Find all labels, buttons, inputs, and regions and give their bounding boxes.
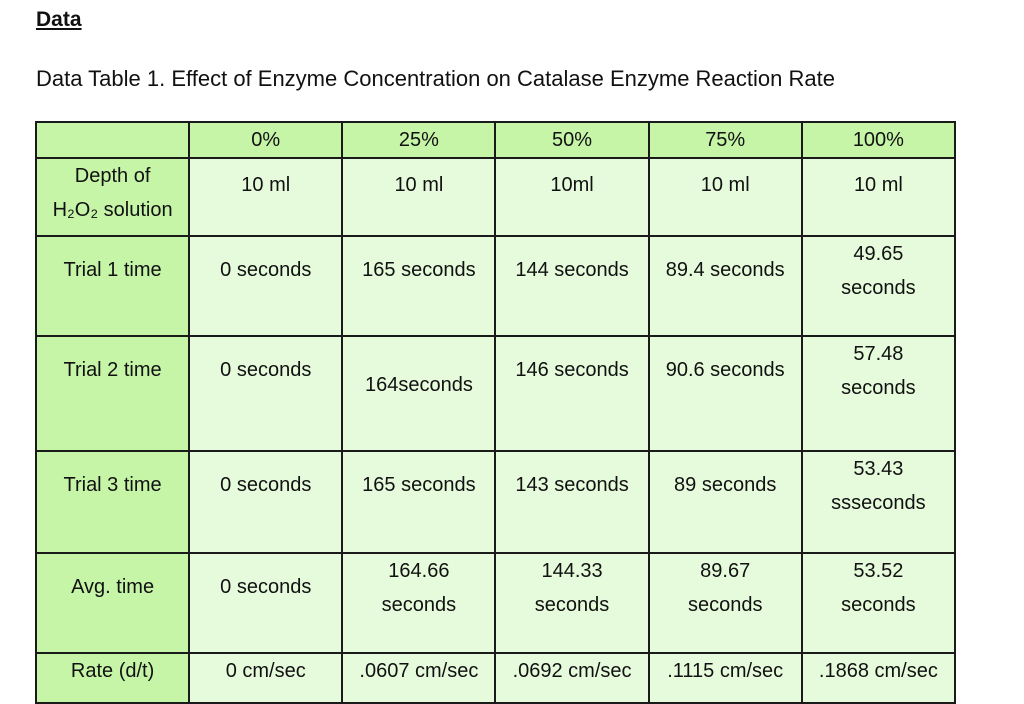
cell-text: seconds bbox=[687, 594, 763, 616]
cell-text: .1115 cm/sec bbox=[667, 660, 784, 682]
table-row: Avg. time 0 seconds 164.66 seconds 144.33 sec… bbox=[34, 552, 957, 654]
cell-text: 89.67 bbox=[700, 560, 751, 582]
cell-text: H₂O₂ solution bbox=[52, 199, 173, 221]
column-header: 75% bbox=[647, 121, 803, 159]
table-cell: 10 ml bbox=[188, 157, 344, 237]
cell-text: 10 ml bbox=[394, 174, 444, 196]
cell-text: 10 ml bbox=[853, 174, 903, 196]
row-label: Rate (d/t) bbox=[34, 652, 191, 704]
cell-text: 146 seconds bbox=[515, 359, 629, 381]
cell-text: 90.6 seconds bbox=[665, 359, 785, 381]
cell-text: 144 seconds bbox=[515, 259, 629, 281]
header-row: 0% 25% 50% 75% 100% bbox=[34, 121, 957, 159]
cell-text: Trial 1 time bbox=[63, 259, 162, 281]
table-cell: 53.52 seconds bbox=[800, 552, 957, 654]
table-row: Trial 3 time 0 seconds 165 seconds 143 seco… bbox=[34, 450, 957, 554]
table-row: Rate (d/t) 0 cm/sec .0607 cm/sec .0692 cm/s… bbox=[34, 652, 957, 704]
cell-text: 144.33 bbox=[541, 560, 603, 582]
cell-text: 53.52 bbox=[853, 560, 904, 582]
cell-text: 164seconds bbox=[364, 374, 473, 396]
table-cell: .1115 cm/sec bbox=[647, 652, 803, 704]
cell-text: seconds bbox=[381, 594, 457, 616]
table-cell: 10 ml bbox=[800, 157, 957, 237]
cell-text: 143 seconds bbox=[515, 474, 629, 496]
cell-text: 53.43 bbox=[853, 458, 904, 480]
cell-text: Avg. time bbox=[71, 576, 155, 598]
cell-text: seconds bbox=[841, 277, 916, 299]
section-heading: Data bbox=[36, 8, 82, 31]
cell-text: 0 seconds bbox=[220, 576, 312, 598]
table-cell: 89.67 seconds bbox=[647, 552, 803, 654]
column-header: 100% bbox=[800, 121, 957, 159]
cell-text: Rate (d/t) bbox=[70, 660, 155, 682]
column-header: 0% bbox=[188, 121, 344, 159]
table-cell: 10 ml bbox=[647, 157, 803, 237]
cell-text: .1868 cm/sec bbox=[818, 660, 938, 682]
table-cell: 165 seconds bbox=[341, 235, 497, 337]
table-cell: 164seconds bbox=[341, 335, 497, 452]
table-cell: 90.6 seconds bbox=[647, 335, 803, 452]
cell-text: 10ml bbox=[550, 174, 594, 196]
cell-text: 164.66 bbox=[388, 560, 450, 582]
cell-text: seconds bbox=[841, 594, 916, 616]
table-cell: 165 seconds bbox=[341, 450, 497, 554]
table-row: Trial 2 time 0 seconds 164seconds 146 secon… bbox=[34, 335, 957, 452]
cell-text: 165 seconds bbox=[362, 474, 476, 496]
column-header: 25% bbox=[341, 121, 497, 159]
cell-text: 0 seconds bbox=[220, 359, 312, 381]
table-row: Trial 1 time 0 seconds 165 seconds 144 seco… bbox=[34, 235, 957, 337]
column-header: 50% bbox=[494, 121, 650, 159]
cell-text: 57.48 bbox=[853, 343, 904, 365]
cell-text: 49.65 bbox=[853, 243, 904, 265]
table-cell: .1868 cm/sec bbox=[800, 652, 957, 704]
table-cell: 0 seconds bbox=[188, 552, 344, 654]
table-cell: .0607 cm/sec bbox=[341, 652, 497, 704]
data-table: 0% 25% 50% 75% 100% Depth of H₂O₂ solution 10 m… bbox=[34, 121, 957, 704]
cell-text: Trial 3 time bbox=[63, 474, 162, 496]
table-cell: 0 cm/sec bbox=[188, 652, 344, 704]
cell-text: 89.4 seconds bbox=[665, 259, 785, 281]
row-label: Trial 1 time bbox=[34, 235, 191, 337]
table-cell: 49.65 seconds bbox=[800, 235, 957, 337]
cell-text: 10 ml bbox=[241, 174, 291, 196]
cell-text: 0 cm/sec bbox=[225, 660, 306, 682]
cell-text: 165 seconds bbox=[362, 259, 476, 281]
table-cell: 144 seconds bbox=[494, 235, 650, 337]
table-cell: 10ml bbox=[494, 157, 650, 237]
table-cell: 0 seconds bbox=[188, 450, 344, 554]
cell-text: Depth of bbox=[74, 165, 151, 187]
cell-text: .0692 cm/sec bbox=[512, 660, 632, 682]
row-label: Trial 3 time bbox=[34, 450, 191, 554]
table-row: Depth of H₂O₂ solution 10 ml 10 ml 10ml 10 ml… bbox=[34, 157, 957, 237]
cell-text: 89 seconds bbox=[674, 474, 777, 496]
table-cell: .0692 cm/sec bbox=[494, 652, 650, 704]
cell-text: 0 seconds bbox=[220, 474, 312, 496]
table-cell: 0 seconds bbox=[188, 235, 344, 337]
table-cell: 144.33 seconds bbox=[494, 552, 650, 654]
cell-text: seconds bbox=[841, 377, 916, 399]
table-cell: 10 ml bbox=[341, 157, 497, 237]
table-cell: 146 seconds bbox=[494, 335, 650, 452]
table-cell: 143 seconds bbox=[494, 450, 650, 554]
cell-text: seconds bbox=[534, 594, 610, 616]
cell-text: 0 seconds bbox=[220, 259, 312, 281]
table-cell: 89.4 seconds bbox=[647, 235, 803, 337]
row-label: Trial 2 time bbox=[34, 335, 191, 452]
table-cell: 89 seconds bbox=[647, 450, 803, 554]
table-cell: 53.43 ssseconds bbox=[800, 450, 957, 554]
row-label: Avg. time bbox=[34, 552, 191, 654]
cell-text: Trial 2 time bbox=[63, 359, 162, 381]
column-header bbox=[34, 121, 191, 159]
table-caption: Data Table 1. Effect of Enzyme Concentra… bbox=[36, 66, 835, 91]
cell-text: .0607 cm/sec bbox=[359, 660, 479, 682]
row-label: Depth of H₂O₂ solution bbox=[34, 157, 191, 237]
cell-text: 10 ml bbox=[700, 174, 750, 196]
table-cell: 57.48 seconds bbox=[800, 335, 957, 452]
table-cell: 164.66 seconds bbox=[341, 552, 497, 654]
table-cell: 0 seconds bbox=[188, 335, 344, 452]
cell-text: ssseconds bbox=[831, 492, 926, 514]
